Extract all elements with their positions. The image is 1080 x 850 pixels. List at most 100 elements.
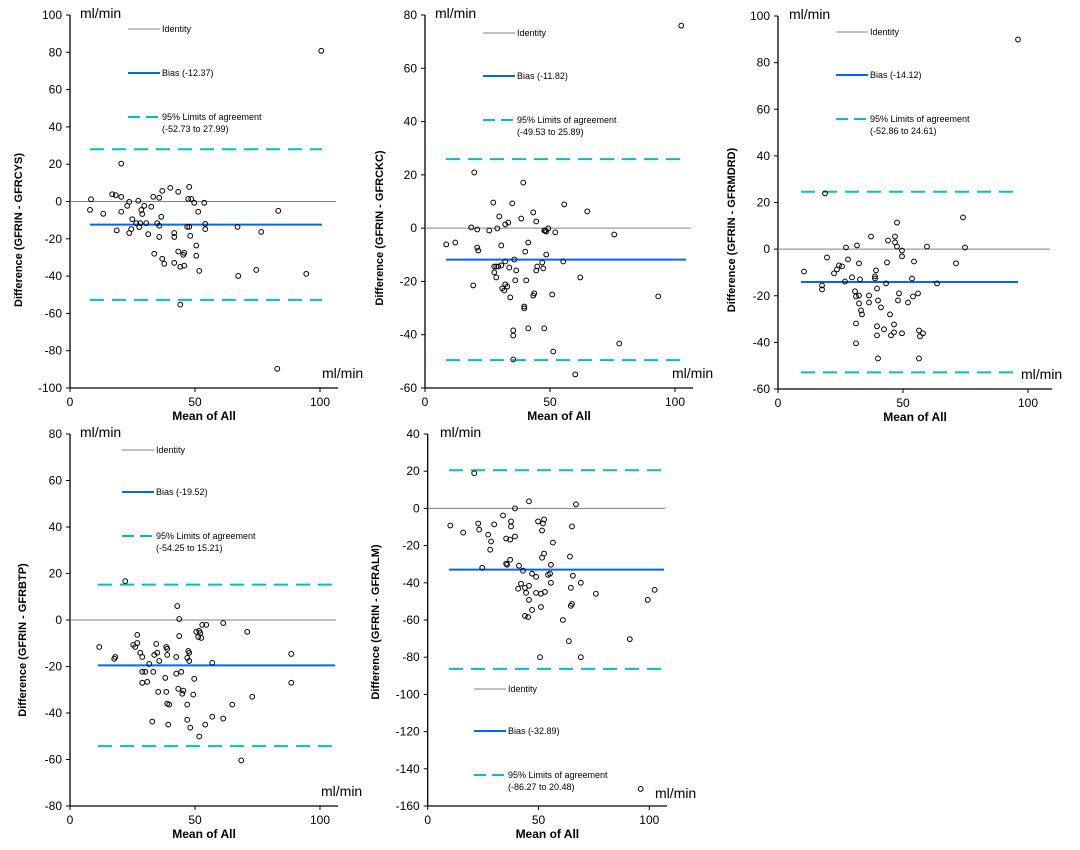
data-point — [924, 243, 930, 250]
data-point — [139, 668, 146, 675]
data-point — [577, 654, 584, 661]
data-point — [916, 355, 922, 362]
y-tick-label: 20 — [406, 464, 420, 478]
data-point — [175, 248, 182, 255]
legend: Identity Bias (-14.12) 95% Limits of agree… — [836, 27, 970, 136]
y-tick-label: 40 — [757, 149, 771, 163]
unit-label-top: ml/min — [789, 6, 830, 22]
legend-limits-label: 95% Limits of agreement — [156, 531, 256, 541]
data-point — [895, 297, 901, 304]
data-point — [525, 325, 532, 332]
data-point — [916, 327, 922, 334]
x-tick-label: 100 — [639, 813, 659, 827]
data-point — [163, 688, 170, 695]
x-axis-title: Mean of All — [172, 827, 236, 841]
data-point — [530, 209, 537, 216]
data-point — [529, 570, 535, 577]
data-point — [894, 243, 900, 250]
y-tick-label: -20 — [45, 660, 63, 674]
data-point — [443, 241, 450, 248]
legend-bias-label: Bias (-11.82) — [517, 71, 568, 81]
legend-bias-label: Bias (-14.12) — [870, 70, 922, 80]
data-point — [475, 520, 482, 527]
data-point — [187, 724, 194, 731]
data-point — [548, 579, 554, 586]
data-point — [533, 573, 539, 580]
data-point — [819, 286, 825, 293]
data-point — [491, 263, 498, 270]
data-point — [496, 213, 503, 220]
chart-panel-2: -60 -40 -20 0 20 40 60 80 0 50 100 Mean of All Diffe… — [374, 5, 713, 423]
y-tick-label: 20 — [49, 567, 63, 581]
data-point — [148, 203, 155, 210]
y-tick-label: 0 — [763, 242, 770, 256]
y-tick-label: -60 — [753, 382, 771, 396]
y-tick-label: -80 — [402, 650, 420, 664]
data-point — [887, 311, 893, 318]
y-tick-label: -120 — [396, 725, 420, 739]
y-tick-label: 60 — [404, 61, 418, 75]
data-point — [540, 265, 547, 272]
data-point — [567, 553, 573, 560]
data-point — [188, 195, 195, 202]
data-point — [541, 325, 548, 332]
data-point — [150, 668, 157, 675]
x-tick-label: 50 — [532, 813, 546, 827]
data-point — [896, 290, 902, 297]
data-point — [196, 267, 203, 274]
data-point — [155, 688, 162, 695]
data-point — [136, 224, 143, 230]
data-point — [824, 254, 830, 261]
data-point — [505, 219, 512, 226]
data-point — [511, 256, 518, 263]
y-tick-label: 80 — [49, 45, 63, 59]
data-point — [512, 505, 518, 512]
data-point — [159, 255, 166, 262]
x-axis-title: Mean of All — [883, 410, 947, 424]
data-point — [953, 260, 959, 267]
data-point — [843, 244, 849, 251]
data-point — [899, 330, 905, 337]
data-point — [193, 252, 200, 259]
y-tick-label: -160 — [396, 799, 420, 813]
data-point — [139, 211, 146, 217]
data-point — [476, 526, 483, 533]
data-point — [156, 658, 163, 664]
data-point — [592, 590, 599, 597]
chart-panel-1: -100 -80 -60 -40 -20 0 20 40 60 80 100 0 50 100 Mean o… — [13, 5, 363, 423]
data-point — [193, 242, 200, 249]
data-point — [179, 690, 186, 697]
y-tick-label: 60 — [49, 474, 63, 488]
data-point — [202, 226, 209, 233]
data-point — [526, 498, 532, 505]
data-point — [479, 564, 486, 571]
data-point — [542, 589, 548, 595]
data-point — [873, 267, 879, 274]
data-point — [118, 208, 125, 215]
y-axis-title: Difference (GFRIN - GFRCYS) — [13, 153, 25, 307]
data-point — [495, 263, 502, 270]
y-tick-label: 60 — [757, 102, 771, 116]
data-point — [569, 572, 576, 579]
data-point — [490, 199, 497, 206]
data-point — [552, 229, 559, 236]
data-point — [577, 579, 584, 586]
y-tick-label: 40 — [404, 115, 418, 129]
data-point — [910, 293, 916, 300]
data-point — [507, 294, 514, 301]
data-point — [523, 277, 530, 284]
data-point — [161, 260, 168, 267]
legend-identity-label: Identity — [508, 684, 538, 694]
data-point — [577, 274, 584, 281]
unit-label-right: ml/min — [322, 365, 363, 381]
legend: Identity Bias (-19.52) 95% Limits of agree… — [122, 445, 256, 553]
data-point — [561, 201, 568, 208]
data-point — [891, 329, 897, 336]
data-point — [220, 620, 227, 626]
data-point — [162, 674, 169, 681]
data-point — [129, 216, 136, 223]
data-point — [151, 250, 158, 257]
data-point — [185, 195, 192, 202]
y-tick-label: -20 — [400, 274, 418, 288]
data-point — [881, 326, 887, 333]
